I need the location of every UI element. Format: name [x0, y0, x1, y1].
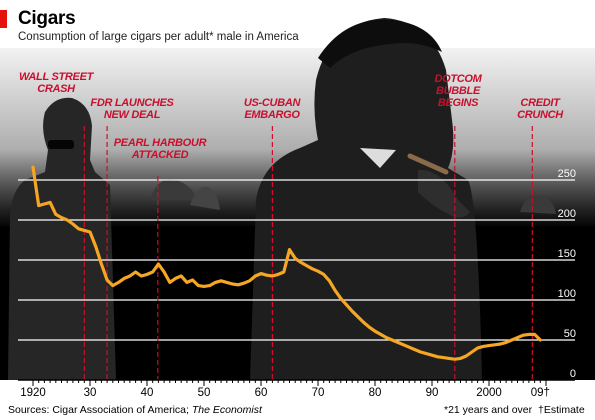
event-label-line: CRASH: [37, 83, 76, 95]
event-label-line: WALL STREET: [19, 71, 95, 83]
x-tick-label-1940: 40: [141, 387, 154, 399]
accent-tab: [0, 10, 7, 28]
source-note: Sources: Cigar Association of America; T…: [8, 404, 262, 416]
x-axis: 1920 30 40 50 60 70 80 90 2000 09†: [0, 379, 595, 402]
y-tick-label-200: 200: [558, 208, 576, 220]
event-label-line: DOTCOM: [434, 73, 482, 85]
x-tick-label-1990: 90: [426, 387, 439, 399]
event-label-line: CREDIT: [520, 97, 561, 109]
y-tick-label-50: 50: [564, 328, 576, 340]
x-tick-label-1920: 1920: [20, 387, 46, 399]
event-label-0: WALL STREET CRASH: [19, 71, 95, 95]
chart-subtitle: Consumption of large cigars per adult* m…: [18, 31, 299, 43]
x-axis-band: [0, 380, 595, 402]
event-label-line: BEGINS: [438, 97, 479, 109]
x-tick-label-1970: 70: [312, 387, 325, 399]
source-economist: The Economist: [191, 404, 262, 416]
event-label-line: CRUNCH: [517, 109, 564, 121]
event-label-line: EMBARGO: [244, 109, 300, 121]
x-tick-label-1930: 30: [84, 387, 97, 399]
y-tick-label-250: 250: [558, 168, 576, 180]
footnote-adult: *21 years and over: [444, 404, 533, 416]
series-layer: [31, 165, 542, 361]
event-label-2: PEARL HARBOUR ATTACKED: [114, 137, 207, 161]
central-figure-silhouette: [250, 18, 482, 380]
y-tick-label-100: 100: [558, 288, 576, 300]
event-label-line: FDR LAUNCHES: [90, 97, 174, 109]
y-tick-label-150: 150: [558, 248, 576, 260]
event-label-line: NEW DEAL: [104, 109, 161, 121]
x-tick-label-2009: 09†: [531, 387, 550, 399]
consumption-line: [31, 165, 542, 361]
x-tick-label-1960: 60: [255, 387, 268, 399]
event-label-line: BUBBLE: [436, 85, 481, 97]
event-label-line: PEARL HARBOUR: [114, 137, 207, 149]
x-tick-label-1950: 50: [198, 387, 211, 399]
y-axis-labels: 0 50 100 150 200 250: [558, 168, 576, 380]
event-label-line: US-CUBAN: [244, 97, 302, 109]
x-tick-label-2000: 2000: [476, 387, 502, 399]
left-figure-silhouette: [8, 97, 116, 381]
y-tick-label-0: 0: [570, 368, 576, 380]
background-photo: [0, 18, 595, 381]
footnote-estimate: †Estimate: [538, 404, 585, 416]
event-label-line: ATTACKED: [131, 149, 189, 161]
event-label-1: FDR LAUNCHES NEW DEAL: [90, 97, 174, 121]
x-tick-label-1980: 80: [369, 387, 382, 399]
event-label-5: CREDIT CRUNCH: [517, 97, 564, 121]
event-label-3: US-CUBAN EMBARGO: [244, 97, 302, 121]
event-label-4: DOTCOM BUBBLE BEGINS: [434, 73, 482, 109]
chart-title: Cigars: [18, 8, 76, 29]
